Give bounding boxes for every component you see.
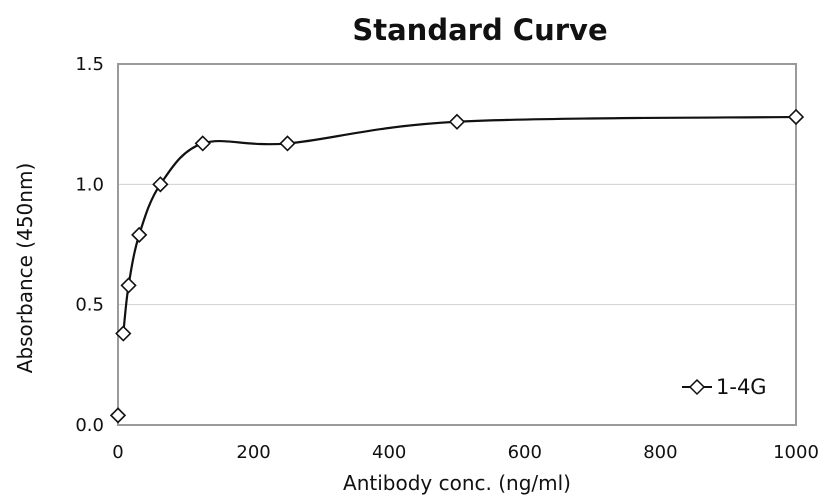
data-point-1 <box>115 325 132 342</box>
data-point-8 <box>787 108 805 126</box>
y-tick-label-3: 1.5 <box>75 54 104 75</box>
series-line-0 <box>122 115 797 334</box>
y-tick-label-0: 0.0 <box>75 415 104 436</box>
plot-area-frame <box>117 63 797 426</box>
series-1-4G <box>109 108 805 424</box>
legend: 1-4G <box>682 375 767 399</box>
data-point-7 <box>448 113 466 130</box>
data-point-6 <box>279 135 296 152</box>
data-point-2 <box>120 277 137 294</box>
y-tick-label-1: 0.5 <box>75 295 104 316</box>
chart-title: Standard Curve <box>352 13 607 47</box>
y-axis-label: Absorbance (450nm) <box>13 163 37 373</box>
legend-series-name: 1-4G <box>716 375 767 399</box>
legend-diamond-marker <box>688 378 706 396</box>
y-axis-ticks: 0.0 0.5 1.0 1.5 <box>75 54 104 436</box>
x-tick-label-0: 0 <box>112 442 123 463</box>
x-tick-label-4: 800 <box>643 442 677 463</box>
data-point-5 <box>194 135 211 152</box>
x-tick-label-1: 200 <box>236 442 270 463</box>
x-axis-ticks: 0 200 400 600 800 1000 <box>112 442 819 463</box>
gridlines <box>118 183 796 306</box>
data-point-0 <box>109 407 127 424</box>
y-tick-label-2: 1.0 <box>75 174 104 195</box>
data-point-4 <box>152 176 169 193</box>
data-point-3 <box>131 226 148 244</box>
x-axis-label: Antibody conc. (ng/ml) <box>343 471 571 495</box>
x-tick-label-3: 600 <box>508 442 542 463</box>
x-tick-label-2: 400 <box>372 442 406 463</box>
x-tick-label-5: 1000 <box>773 442 819 463</box>
